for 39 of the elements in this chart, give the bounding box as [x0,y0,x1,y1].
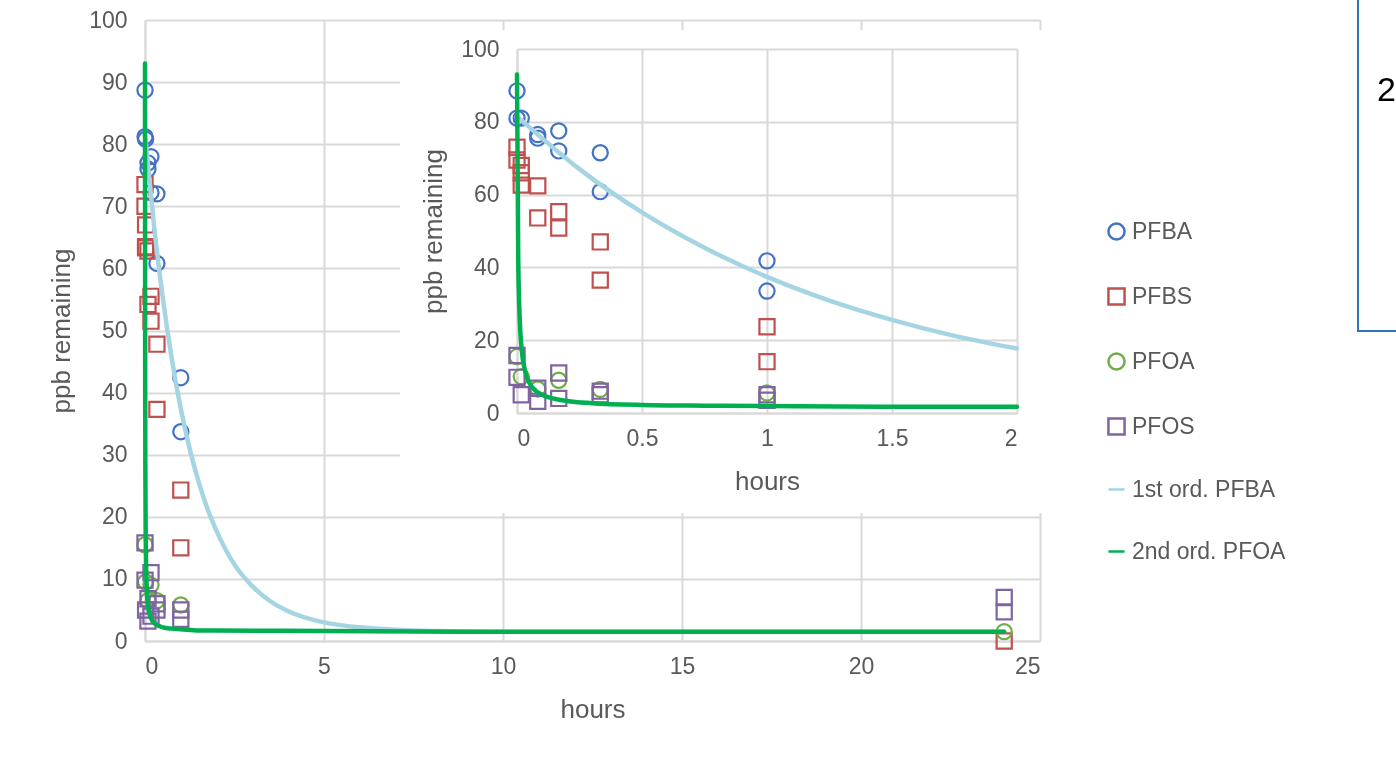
y-tick-label: 60 [473,181,500,208]
x-axis-title: hours [560,693,626,724]
y-tick-label: 60 [101,254,128,281]
legend-label: PFBA [1132,217,1193,244]
y-tick-label: 30 [101,441,128,468]
y-tick-label: 100 [89,6,128,33]
legend-label: 1st ord. PFBA [1132,475,1276,502]
x-tick-label: 0 [145,652,159,679]
y-tick-label: 0 [486,399,500,426]
y-tick-label: 90 [101,68,128,95]
y-tick-label: 100 [461,35,500,62]
legend-label: PFOA [1132,347,1196,374]
x-tick-label: 25 [1014,652,1041,679]
x-tick-label: 1.5 [876,424,909,451]
y-tick-label: 80 [101,130,128,157]
legend-label: 2nd ord. PFOA [1132,537,1287,564]
x-tick-label: 20 [848,652,875,679]
legend-label: PFBS [1132,282,1193,309]
y-axis-title: ppb remaining [418,149,449,314]
legend-label: PFOS [1132,412,1195,439]
y-tick-label: 40 [473,253,500,280]
x-tick-label: 1 [761,424,774,451]
y-tick-label: 10 [101,565,128,592]
x-tick-label: 10 [490,652,517,679]
x-axis-title: hours [734,465,801,496]
y-tick-label: 20 [473,326,500,353]
y-tick-label: 50 [101,317,128,343]
y-tick-label: 80 [473,108,500,135]
y-tick-label: 20 [101,503,128,530]
x-tick-label: 2 [1004,424,1018,451]
x-tick-label: 5 [318,652,331,679]
x-tick-label: 0.5 [626,424,659,451]
x-tick-label: 0 [517,424,531,451]
y-tick-label: 70 [101,192,128,219]
y-tick-label: 0 [114,627,128,654]
text: 2 [1377,70,1396,109]
x-tick-label: 15 [669,652,696,679]
y-axis-title: ppb remaining [46,248,77,414]
y-tick-label: 40 [101,379,128,406]
